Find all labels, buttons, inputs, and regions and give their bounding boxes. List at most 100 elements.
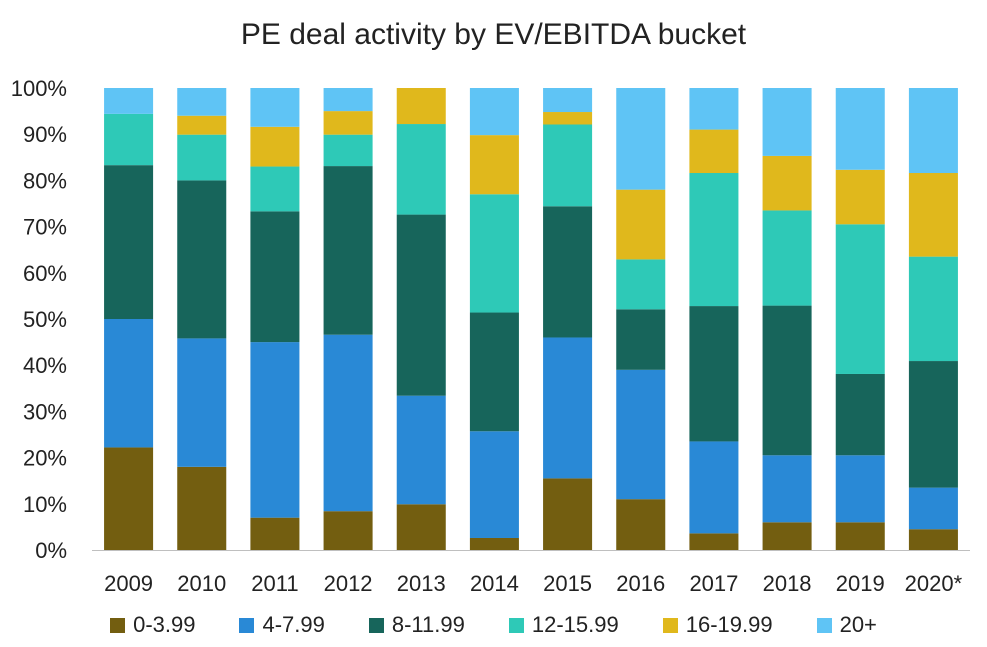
bar-segment-2017-16-19-99: [689, 129, 739, 174]
bar-segment-2011-8-11-99: [250, 211, 300, 343]
bar-segment-2015-16-19-99: [543, 112, 593, 125]
bar-segment-2016-16-19-99: [616, 189, 666, 260]
bar-segment-2012-20-: [323, 88, 373, 112]
legend-swatch: [368, 617, 384, 633]
bar-segment-2018-20-: [762, 88, 812, 156]
bar-segment-2010-8-11-99: [177, 180, 227, 339]
bar-segment-2020-0-3-99: [908, 529, 958, 550]
bar-segment-2009-0-3-99: [104, 447, 154, 550]
x-tick-label: 2010: [177, 571, 226, 596]
x-axis: 2009 2010 2011 2012 2013 2014 2015 2016 2017 2018…: [104, 571, 962, 596]
x-tick-label: 2019: [836, 571, 885, 596]
bar-segment-2020-8-11-99: [908, 361, 958, 488]
x-tick-label: 2020*: [905, 571, 963, 596]
bar-segment-2019-8-11-99: [835, 373, 885, 456]
y-tick-label: 10%: [23, 492, 67, 517]
bar-segment-2011-12-15-99: [250, 166, 300, 212]
bar-segment-2014-20-: [469, 88, 519, 136]
bar-segment-2010-4-7-99: [177, 338, 227, 467]
bar-segment-2013-12-15-99: [396, 124, 446, 215]
bar-segment-2012-0-3-99: [323, 511, 373, 550]
bar-segment-2015-12-15-99: [543, 124, 593, 207]
legend-label: 8-11.99: [391, 612, 465, 637]
y-tick-label: 60%: [23, 261, 67, 286]
legend-item: 4-7.99: [239, 612, 325, 638]
y-tick-label: 30%: [23, 399, 67, 424]
bar-segment-2018-8-11-99: [762, 305, 812, 456]
bar-segment-2013-0-3-99: [396, 504, 446, 550]
bar-segment-2014-4-7-99: [469, 431, 519, 538]
x-tick-label: 2018: [763, 571, 812, 596]
bar-segment-2009-4-7-99: [104, 319, 154, 448]
bar-segment-2020-4-7-99: [908, 487, 958, 530]
bar-segment-2010-20-: [177, 88, 227, 116]
legend-label: 4-7.99: [262, 612, 325, 637]
bar-segment-2009-12-15-99: [104, 113, 154, 166]
bar-segment-2013-8-11-99: [396, 214, 446, 396]
bar-segment-2019-0-3-99: [835, 522, 885, 550]
y-tick-label: 20%: [23, 446, 67, 471]
bar-segment-2013-16-19-99: [396, 88, 446, 125]
bar-segment-2011-4-7-99: [250, 342, 300, 518]
bar-segment-2009-8-11-99: [104, 165, 154, 319]
bar-segment-2010-12-15-99: [177, 134, 227, 181]
bar-segment-2012-4-7-99: [323, 334, 373, 512]
bar-segment-2020-16-19-99: [908, 173, 958, 257]
y-tick-label: 40%: [23, 353, 67, 378]
bar-segment-2019-4-7-99: [835, 455, 885, 523]
y-tick-label: 90%: [23, 122, 67, 147]
bar-segment-2016-20-: [616, 88, 666, 190]
legend-label: 20+: [839, 612, 877, 637]
legend-item: 12-15.99: [508, 612, 619, 638]
bar-segment-2018-0-3-99: [762, 522, 812, 550]
bar-segment-2016-0-3-99: [616, 499, 666, 550]
bar-segment-2010-0-3-99: [177, 466, 227, 550]
bar-segment-2019-16-19-99: [835, 169, 885, 225]
legend-swatch: [239, 617, 255, 633]
x-tick-label: 2017: [689, 571, 738, 596]
x-tick-label: 2014: [470, 571, 519, 596]
bar-segment-2015-4-7-99: [543, 337, 593, 479]
bar-segment-2014-8-11-99: [469, 312, 519, 432]
bar-segment-2017-8-11-99: [689, 306, 739, 442]
legend-swatch: [816, 617, 832, 633]
x-tick-label: 2015: [543, 571, 592, 596]
bar-segment-2011-16-19-99: [250, 126, 300, 167]
legend-item: 0-3.99: [110, 612, 195, 638]
bar-segment-2014-16-19-99: [469, 135, 519, 195]
bar-segment-2020-12-15-99: [908, 256, 958, 362]
bar-segment-2016-12-15-99: [616, 259, 666, 310]
x-tick-label: 2013: [397, 571, 446, 596]
legend-item: 8-11.99: [368, 612, 465, 638]
bar-segment-2017-4-7-99: [689, 441, 739, 534]
bar-segment-2019-20-: [835, 88, 885, 170]
legend-label: 0-3.99: [133, 612, 196, 637]
y-tick-label: 50%: [23, 307, 67, 332]
bar-segment-2012-12-15-99: [323, 134, 373, 167]
y-tick-label: 70%: [23, 215, 67, 240]
chart-title: PE deal activity by EV/EBITDA bucket: [240, 18, 747, 51]
y-tick-label: 100%: [11, 76, 67, 101]
bar-segment-2017-0-3-99: [689, 533, 739, 550]
bar-segment-2018-16-19-99: [762, 155, 812, 211]
bar-segment-2016-4-7-99: [616, 369, 666, 500]
bar-segment-2009-20-: [104, 88, 154, 114]
bar-segment-2011-0-3-99: [250, 517, 300, 550]
bar-segment-2014-12-15-99: [469, 194, 519, 313]
bar-segment-2018-4-7-99: [762, 455, 812, 523]
legend-label: 16-19.99: [685, 612, 773, 637]
bar-segment-2015-20-: [543, 88, 593, 113]
x-tick-label: 2011: [251, 571, 298, 596]
bar-segment-2016-8-11-99: [616, 309, 666, 370]
bar-segment-2012-8-11-99: [323, 166, 373, 335]
x-tick-label: 2012: [324, 571, 373, 596]
legend-label: 12-15.99: [531, 612, 619, 637]
bar-segment-2015-8-11-99: [543, 206, 593, 338]
bar-segment-2010-16-19-99: [177, 115, 227, 135]
legend-item: 20+: [816, 612, 877, 638]
x-tick-label: 2016: [616, 571, 665, 596]
legend-swatch: [508, 617, 524, 633]
bar-segment-2018-12-15-99: [762, 210, 812, 306]
legend-swatch: [662, 617, 678, 633]
